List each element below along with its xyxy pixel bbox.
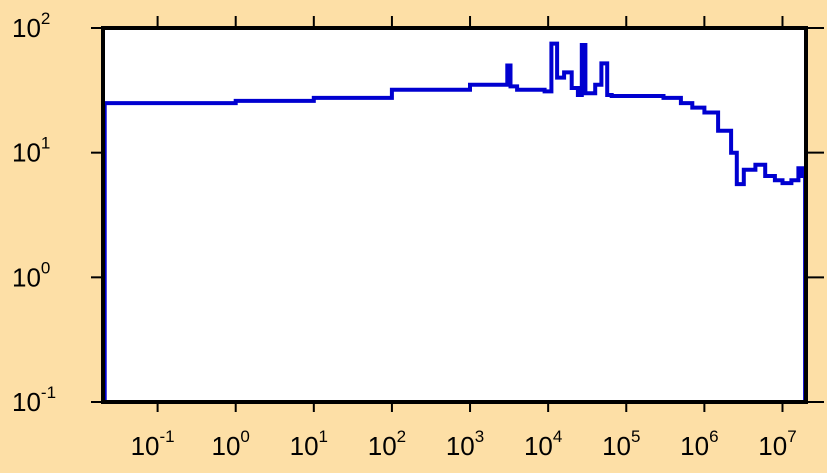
x-tick-label: 100 — [212, 427, 250, 461]
y-tick-label-exp: 1 — [41, 134, 50, 153]
y-tick-label: 101 — [12, 134, 50, 168]
plot-frame — [101, 26, 808, 404]
y-tick-label-base: 10 — [12, 13, 41, 43]
x-tick-label-exp: 1 — [319, 427, 328, 446]
series-line — [102, 41, 808, 404]
x-tick-label: 107 — [758, 427, 796, 461]
x-tick-label: 102 — [368, 427, 406, 461]
tick-labels: 10-1 100 101 102 103 104 105 106 10710-110010110… — [12, 9, 797, 461]
x-tick-label-base: 10 — [212, 431, 241, 461]
x-tick-label-base: 10 — [524, 431, 553, 461]
x-tick-label-exp: 4 — [553, 427, 562, 446]
y-tick-label-exp: 0 — [41, 258, 50, 277]
x-tick-label-base: 10 — [368, 431, 397, 461]
y-tick-label: 10-1 — [12, 383, 56, 417]
x-tick-label-base: 10 — [131, 431, 160, 461]
y-tick-label-exp: 2 — [41, 9, 50, 28]
x-tick-label-exp: 5 — [631, 427, 640, 446]
y-tick-label-base: 10 — [12, 387, 41, 417]
x-tick-label-base: 10 — [680, 431, 709, 461]
x-tick-label-base: 10 — [446, 431, 475, 461]
x-tick-label: 105 — [602, 427, 640, 461]
x-tick-label: 10-1 — [131, 427, 175, 461]
plot-area — [103, 28, 806, 402]
y-tick-label: 100 — [12, 258, 50, 292]
x-tick-label-exp: -1 — [159, 427, 174, 446]
y-tick-label-exp: -1 — [41, 383, 56, 402]
x-tick-label: 104 — [524, 427, 562, 461]
x-tick-label-exp: 7 — [787, 427, 796, 446]
x-tick-label-exp: 3 — [475, 427, 484, 446]
x-tick-label-exp: 2 — [397, 427, 406, 446]
y-tick-label: 102 — [12, 9, 50, 43]
x-tick-label-base: 10 — [758, 431, 787, 461]
y-tick-label-base: 10 — [12, 262, 41, 292]
x-tick-label-exp: 6 — [709, 427, 718, 446]
x-tick-label-exp: 0 — [240, 427, 249, 446]
x-tick-label: 106 — [680, 427, 718, 461]
x-tick-label-base: 10 — [290, 431, 319, 461]
x-tick-label-base: 10 — [602, 431, 631, 461]
y-tick-label-base: 10 — [12, 138, 41, 168]
x-tick-label: 101 — [290, 427, 328, 461]
x-tick-label: 103 — [446, 427, 484, 461]
